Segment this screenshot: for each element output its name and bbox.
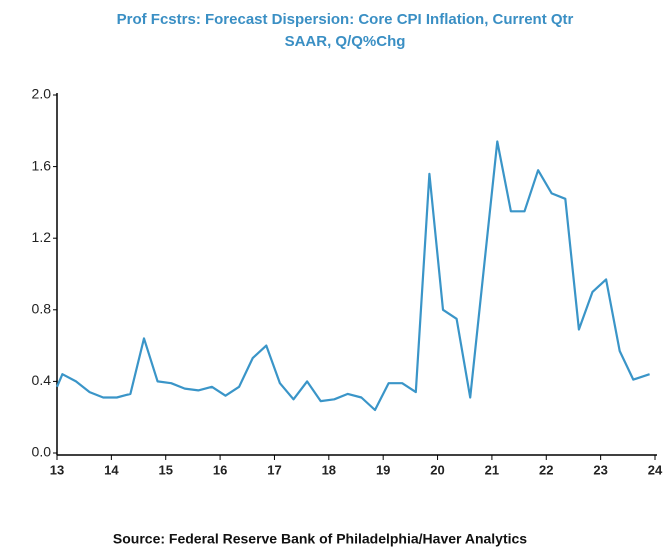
source-note: Source: Federal Reserve Bank of Philadel… bbox=[113, 531, 527, 547]
x-tick-label: 14 bbox=[104, 462, 119, 477]
x-tick-label: 21 bbox=[485, 462, 499, 477]
x-tick-label: 22 bbox=[539, 462, 553, 477]
x-tick-label: 23 bbox=[593, 462, 607, 477]
y-tick-label: 1.2 bbox=[32, 229, 52, 245]
x-tick-label: 19 bbox=[376, 462, 390, 477]
x-tick-label: 18 bbox=[322, 462, 336, 477]
y-tick-label: 0.8 bbox=[32, 301, 52, 317]
y-tick-label: 2.0 bbox=[32, 86, 52, 102]
chart-subtitle: SAAR, Q/Q%Chg bbox=[285, 33, 406, 50]
x-tick-label: 16 bbox=[213, 462, 227, 477]
data-line bbox=[55, 140, 650, 412]
x-tick-label: 13 bbox=[50, 462, 64, 477]
y-tick-label: 1.6 bbox=[32, 157, 52, 173]
y-tick-label: 0.0 bbox=[32, 444, 52, 460]
x-tick-label: 20 bbox=[430, 462, 444, 477]
y-tick-label: 0.4 bbox=[32, 372, 52, 388]
chart-title: Prof Fcstrs: Forecast Dispersion: Core C… bbox=[117, 11, 574, 28]
x-tick-label: 17 bbox=[267, 462, 281, 477]
x-tick-label: 24 bbox=[648, 462, 663, 477]
x-tick-label: 15 bbox=[158, 462, 172, 477]
